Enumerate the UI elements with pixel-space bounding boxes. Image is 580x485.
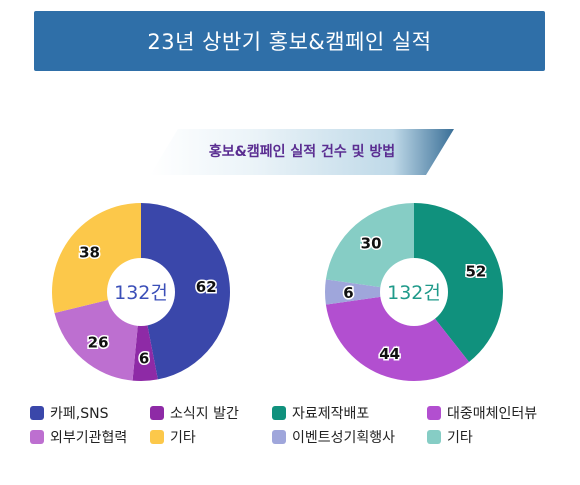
legend-swatch	[150, 406, 164, 420]
chart1-donut-hole	[107, 258, 175, 326]
legend-label: 외부기관협력	[50, 430, 128, 446]
chart1-slice-2	[132, 292, 158, 382]
chart1-legend-item-2: 소식지 발간	[150, 401, 260, 425]
chart1-legend-item-3: 외부기관협력	[30, 425, 150, 449]
legend-label: 대중매체인터뷰	[447, 406, 538, 422]
legend-swatch	[427, 406, 441, 420]
chart1-data-label-2: 6	[139, 349, 149, 367]
chart2-data-label-3: 6	[343, 284, 353, 302]
legend-swatch	[30, 430, 44, 444]
legend-swatch	[427, 430, 441, 444]
chart2-slice-2	[325, 292, 470, 382]
subtitle-ribbon: 홍보&캠페인 실적 건수 및 방법	[150, 129, 454, 175]
chart1-data-label-4: 38	[79, 244, 100, 262]
legend-label: 소식지 발간	[170, 406, 239, 422]
legend-label: 기타	[447, 430, 473, 446]
chart1-data-label-1: 62	[196, 278, 217, 296]
page-title: 23년 상반기 홍보&캠페인 실적	[147, 30, 432, 54]
ribbon-shape	[150, 129, 454, 175]
chart2-slice-1	[414, 203, 503, 362]
chart2-legend-item-2: 대중매체인터뷰	[427, 401, 572, 425]
chart1-legend-item-1: 카페,SNS	[30, 401, 150, 425]
title-banner: 23년 상반기 홍보&캠페인 실적	[34, 11, 545, 71]
legend-swatch	[30, 406, 44, 420]
chart1-data-label-3: 26	[88, 334, 109, 352]
chart2-slice-3	[325, 279, 414, 305]
chart2-data-label-1: 52	[465, 263, 486, 281]
chart2-center-label: 132건	[387, 282, 441, 304]
chart2-data-label-2: 44	[379, 345, 400, 363]
chart1-legend-item-4: 기타	[150, 425, 260, 449]
legend-swatch	[150, 430, 164, 444]
legend-swatch	[272, 430, 286, 444]
chart2-donut-hole	[380, 258, 448, 326]
legend-label: 카페,SNS	[50, 406, 109, 422]
chart1-center-label: 132건	[114, 282, 168, 304]
chart1-slice-1	[141, 203, 231, 380]
chart2-legend-item-1: 자료제작배포	[272, 401, 427, 425]
legend-swatch	[272, 406, 286, 420]
legend-label: 기타	[170, 430, 196, 446]
chart-subtitle: 홍보&캠페인 실적 건수 및 방법	[208, 144, 396, 160]
legend-label: 이벤트성기획행사	[292, 430, 396, 446]
chart2-legend-item-4: 기타	[427, 425, 572, 449]
chart2-legend-item-3: 이벤트성기획행사	[272, 425, 427, 449]
chart2-data-label-4: 30	[361, 234, 382, 252]
legend-label: 자료제작배포	[292, 406, 370, 422]
